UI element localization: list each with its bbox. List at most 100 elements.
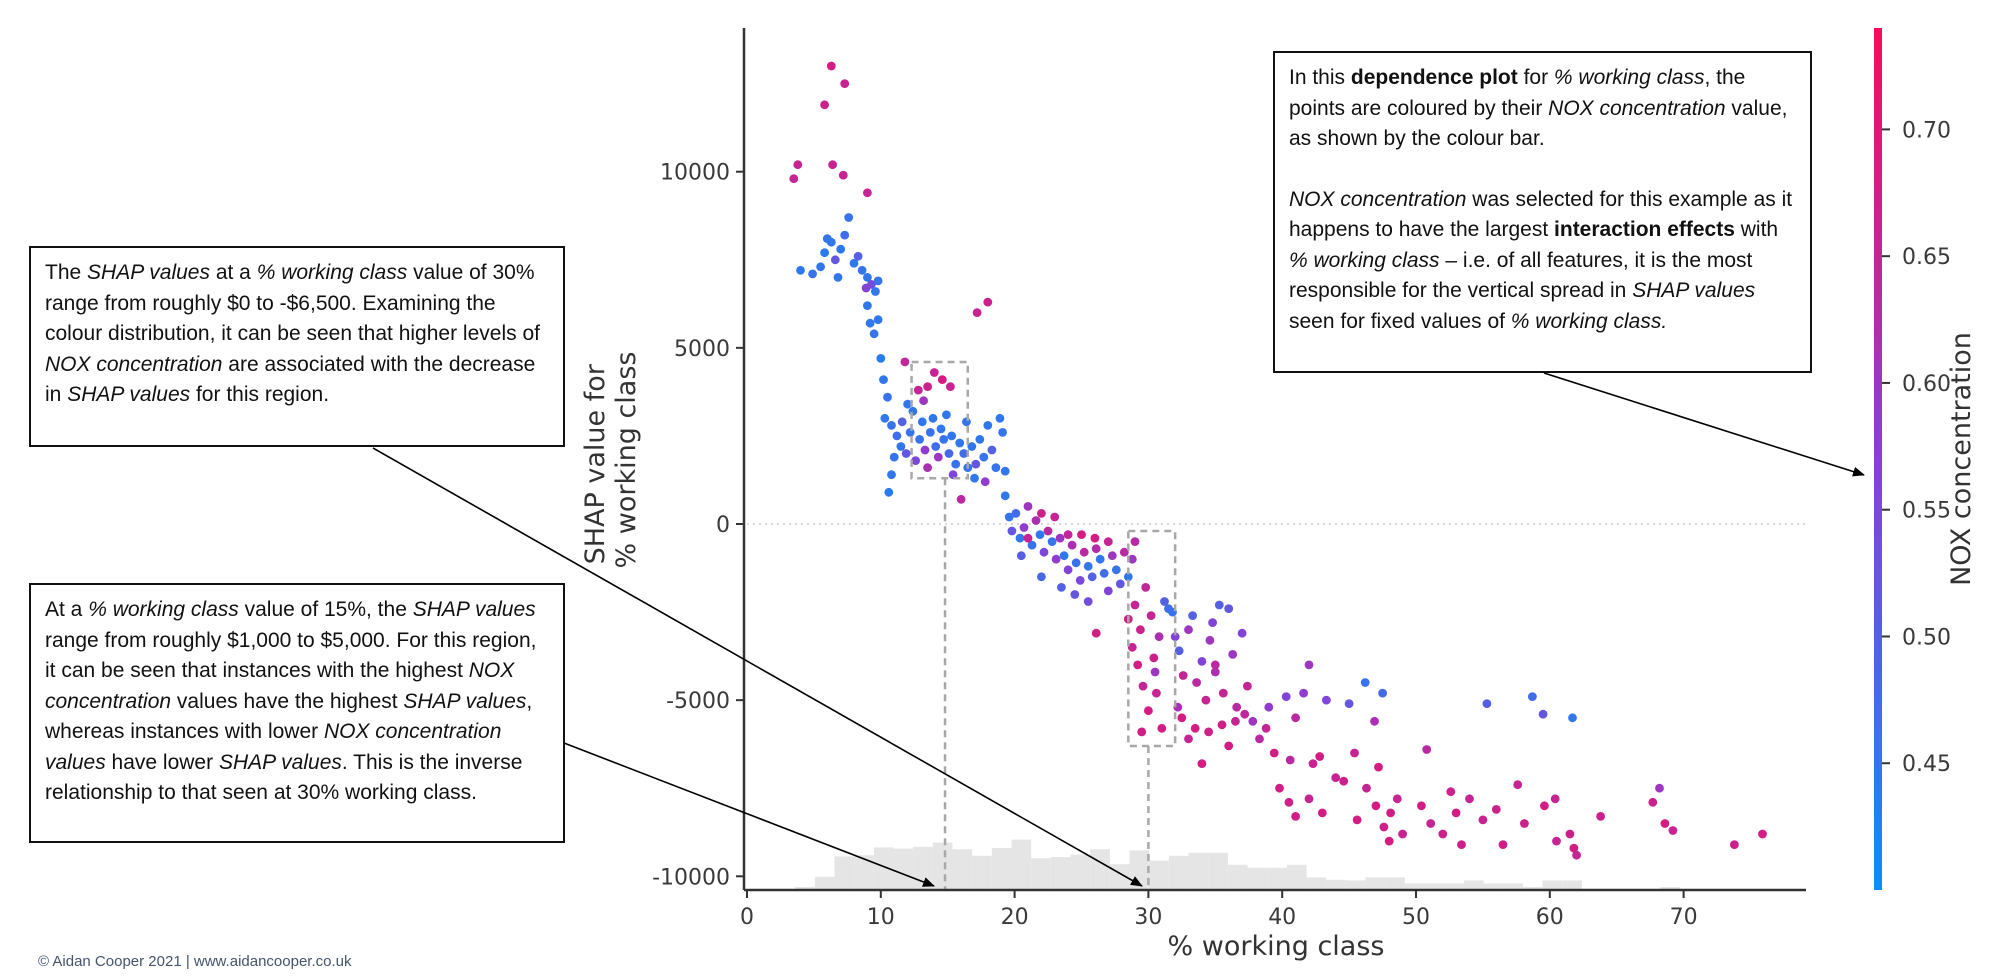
histogram-bar (1168, 855, 1189, 890)
scatter-point (955, 438, 965, 448)
text-run: for (1517, 66, 1554, 89)
scatter-point (1146, 611, 1156, 620)
y-tick-label: 0 (716, 513, 730, 538)
scatter-point (947, 431, 957, 441)
scatter-point (1127, 642, 1137, 652)
scatter-point (1174, 646, 1184, 656)
text-run: At a (45, 598, 89, 621)
histogram-bar (1562, 880, 1582, 890)
scatter-point (1037, 509, 1046, 518)
scatter-point (789, 174, 799, 184)
scatter-point (1568, 713, 1577, 723)
scatter-point (995, 413, 1005, 423)
scatter-point (1138, 681, 1148, 691)
scatter-point (833, 273, 843, 282)
scatter-point (1188, 611, 1197, 620)
scatter-point (1127, 554, 1137, 564)
scatter-point (1528, 692, 1537, 701)
text-run: – i.e. of all features, it is the most r… (1289, 248, 1753, 303)
scatter-point (1451, 808, 1461, 818)
scatter-point (883, 392, 892, 402)
scatter-point (1210, 660, 1220, 670)
scatter-point (861, 283, 871, 293)
scatter-point (929, 368, 939, 377)
histogram-bar (1483, 883, 1504, 890)
histogram-bar (952, 849, 973, 890)
histogram-bar (913, 846, 933, 890)
histogram-bar (1050, 857, 1071, 890)
italic-text: % working class (1289, 248, 1440, 272)
histogram-bar (1031, 858, 1051, 890)
histogram-bar (1286, 864, 1307, 890)
italic-text: NOX concentration (1548, 96, 1726, 120)
italic-text: SHAP values (67, 383, 191, 406)
scatter-point (1572, 850, 1581, 860)
scatter-point (933, 452, 943, 462)
italic-text: NOX concentration (1289, 187, 1467, 211)
highlight-boxes (910, 360, 1177, 890)
scatter-point (857, 265, 867, 275)
scatter-point (1178, 671, 1188, 680)
histogram-bar (795, 887, 815, 890)
colorbar-tick-label: 0.60 (1902, 372, 1951, 397)
scatter-point (1565, 829, 1575, 839)
scatter-point (1090, 533, 1100, 543)
text-run: The (45, 261, 88, 284)
scatter-point (871, 287, 880, 296)
scatter-point (1091, 628, 1101, 638)
scatter-point (1070, 590, 1080, 599)
scatter-point (1184, 734, 1193, 744)
scatter-point (967, 442, 977, 451)
scatter-point (873, 315, 883, 325)
scatter-point (820, 248, 829, 258)
x-tick-label: 10 (867, 905, 895, 930)
scatter-point (1043, 526, 1053, 536)
scatter-point (1248, 716, 1258, 726)
histogram-bar (814, 876, 835, 890)
scatter-point (1205, 635, 1215, 645)
scatter-point (920, 445, 930, 455)
scatter-point (1059, 551, 1069, 561)
scatter-point (1190, 723, 1200, 733)
italic-text: % working class (256, 261, 408, 284)
scatter-point (1285, 755, 1295, 765)
scatter-point (1758, 829, 1767, 839)
scatter-point (1281, 692, 1291, 701)
scatter-point (1261, 723, 1271, 733)
colorbar-tick-label: 0.50 (1902, 625, 1951, 650)
annotation-arrows (372, 372, 1865, 887)
scatter-point (1374, 762, 1383, 772)
scatter-point (1115, 579, 1125, 589)
scatter-point (919, 396, 928, 406)
text-run: have lower (105, 750, 219, 774)
scatter-point (987, 445, 997, 455)
y-tick-label: 5000 (674, 337, 730, 362)
scatter-point (808, 269, 817, 279)
scatter-point (1071, 558, 1081, 568)
arrow-to-30-percent (372, 447, 1143, 887)
scatter-point (863, 273, 872, 282)
scatter-point (1398, 829, 1407, 839)
histogram-bar (1385, 877, 1405, 890)
histogram-bar (834, 856, 855, 890)
scatter-point (793, 160, 803, 170)
scatter-point (1513, 780, 1523, 790)
histogram-bar (932, 842, 953, 890)
histogram-bar (893, 848, 914, 890)
scatter-point (1119, 547, 1129, 557)
scatter-point (849, 258, 859, 268)
italic-text: SHAP values (1632, 279, 1756, 302)
italic-text: NOX concentration (45, 659, 515, 713)
text-run: was selected for this example as it happ… (1289, 187, 1793, 242)
text-run: In this (1289, 66, 1351, 89)
scatter-point (1237, 628, 1247, 638)
scatter-point (1550, 794, 1560, 804)
scatter-point (1000, 491, 1010, 501)
scatter-point (1482, 699, 1492, 709)
scatter-point (970, 473, 979, 483)
scatter-point (998, 428, 1007, 437)
histogram-bar (1306, 877, 1327, 890)
scatter-point (923, 463, 932, 472)
scatter-point (796, 265, 805, 275)
